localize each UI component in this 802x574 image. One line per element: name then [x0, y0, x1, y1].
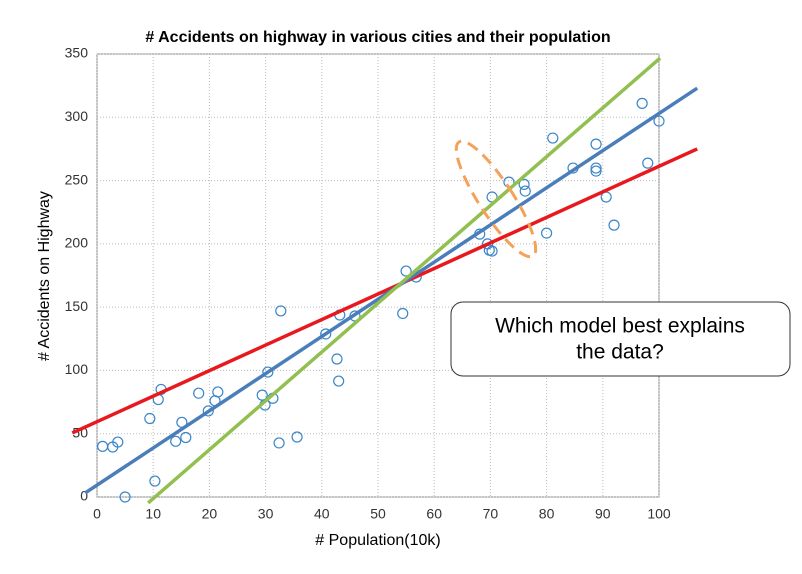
y-axis-label: # Accidents on Highway [36, 191, 53, 361]
scatter-point [519, 185, 531, 197]
scatter-point [256, 389, 268, 401]
x-axis-label: # Population(10k) [315, 532, 440, 549]
scatter-point [590, 138, 602, 150]
scatter-point [212, 386, 224, 398]
scatter-point [275, 305, 287, 317]
y-tick-label: 0 [80, 488, 88, 504]
x-tick-label: 90 [595, 506, 611, 522]
fit-line [146, 56, 662, 505]
scatter-point [642, 157, 654, 169]
scatter-point [112, 436, 124, 448]
scatter-point [333, 375, 345, 387]
x-tick-label: 30 [258, 506, 274, 522]
scatter-point [397, 307, 409, 320]
scatter-point [331, 353, 343, 365]
callout-box [450, 301, 791, 377]
scatter-point [149, 475, 161, 487]
x-tick-label: 60 [426, 506, 442, 522]
y-tick-label: 150 [65, 298, 89, 314]
scatter-point [193, 387, 205, 399]
callout-text: the data? [576, 341, 664, 364]
callout-text: Which model best explains [495, 315, 745, 338]
scatter-point [518, 178, 530, 190]
scatter-point [608, 219, 620, 231]
scatter-point [180, 431, 192, 444]
scatter-point [119, 491, 131, 503]
x-tick-label: 100 [647, 506, 671, 522]
y-tick-label: 250 [65, 171, 89, 187]
x-tick-label: 20 [202, 506, 218, 522]
scatter-point [262, 366, 274, 378]
scatter-point [653, 115, 665, 127]
fit-line [71, 147, 698, 435]
scatter-point [400, 265, 412, 277]
x-tick-label: 10 [145, 506, 161, 522]
scatter-point [540, 227, 553, 239]
x-tick-label: 40 [314, 506, 330, 522]
x-tick-label: 50 [370, 506, 386, 522]
scatter-point [547, 132, 559, 144]
x-tick-label: 70 [483, 506, 499, 522]
y-tick-label: 350 [65, 45, 89, 61]
scatter-point [202, 405, 214, 417]
scatter-point [170, 435, 182, 447]
x-tick-label: 0 [93, 506, 101, 522]
y-tick-label: 300 [65, 108, 89, 124]
scatter-point [291, 431, 303, 443]
scatter-point [590, 162, 602, 174]
scatter-point [590, 165, 602, 177]
scatter-point [144, 412, 156, 425]
y-tick-label: 200 [65, 235, 89, 251]
scatter-point [320, 328, 332, 340]
highlight-ellipse [454, 139, 538, 259]
scatter-point [273, 437, 285, 449]
scatter-point [486, 245, 498, 257]
y-tick-label: 100 [65, 361, 89, 377]
chart-title: # Accidents on highway in various cities… [145, 29, 610, 46]
x-tick-label: 80 [539, 506, 555, 522]
scatter-point [636, 97, 648, 109]
